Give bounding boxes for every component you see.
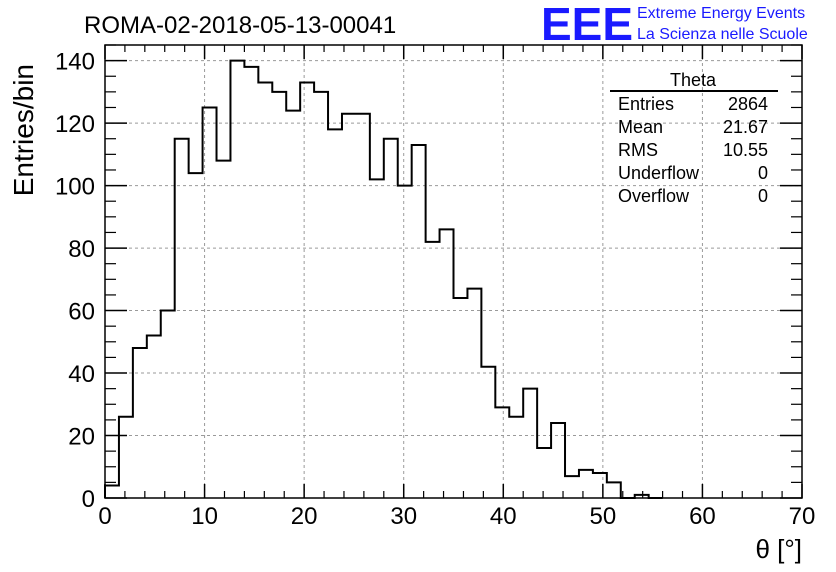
y-axis-label: Entries/bin: [8, 64, 39, 196]
x-axis-label: θ [°]: [755, 534, 802, 564]
y-tick-label: 120: [55, 111, 95, 138]
eee-logo-line1: Extreme Energy Events: [637, 5, 805, 22]
y-tick-label: 60: [68, 299, 95, 326]
x-tick-label: 60: [689, 503, 716, 530]
eee-logo-mark: EEE: [541, 0, 633, 50]
y-tick-label: 100: [55, 174, 95, 201]
y-tick-label: 40: [68, 361, 95, 388]
stats-value-overflow: 0: [758, 186, 768, 206]
stats-label-overflow: Overflow: [618, 186, 690, 206]
y-tick-label: 20: [68, 424, 95, 451]
chart-title: ROMA-02-2018-05-13-00041: [84, 12, 396, 39]
eee-logo: EEE Extreme Energy Events La Scienza nel…: [541, 0, 808, 50]
x-tick-label: 40: [490, 503, 517, 530]
stats-box: Theta Entries 2864 Mean 21.67 RMS 10.55 …: [610, 70, 778, 206]
stats-value-entries: 2864: [728, 94, 768, 114]
eee-logo-line2: La Scienza nelle Scuole: [637, 26, 808, 43]
x-tick-label: 70: [789, 503, 816, 530]
y-tick-label: 0: [82, 486, 95, 513]
stats-label-mean: Mean: [618, 117, 663, 137]
stats-value-mean: 21.67: [723, 117, 768, 137]
x-tick-label: 10: [191, 503, 218, 530]
x-tick-label: 0: [98, 503, 111, 530]
plot-frame: [104, 44, 803, 499]
y-tick-label: 80: [68, 236, 95, 263]
y-tick-label: 140: [55, 49, 95, 76]
x-tick-labels: 0 10 20 30 40 50 60 70: [98, 503, 815, 530]
x-tick-label: 20: [291, 503, 318, 530]
x-tick-label: 30: [390, 503, 417, 530]
stats-label-entries: Entries: [618, 94, 674, 114]
stats-value-underflow: 0: [758, 163, 768, 183]
y-tick-labels: 0 20 40 60 80 100 120 140: [55, 49, 95, 513]
stats-label-underflow: Underflow: [618, 163, 700, 183]
x-tick-label: 50: [590, 503, 617, 530]
stats-box-title: Theta: [670, 70, 717, 90]
stats-label-rms: RMS: [618, 140, 658, 160]
stats-value-rms: 10.55: [723, 140, 768, 160]
histogram-series: [104, 59, 663, 499]
